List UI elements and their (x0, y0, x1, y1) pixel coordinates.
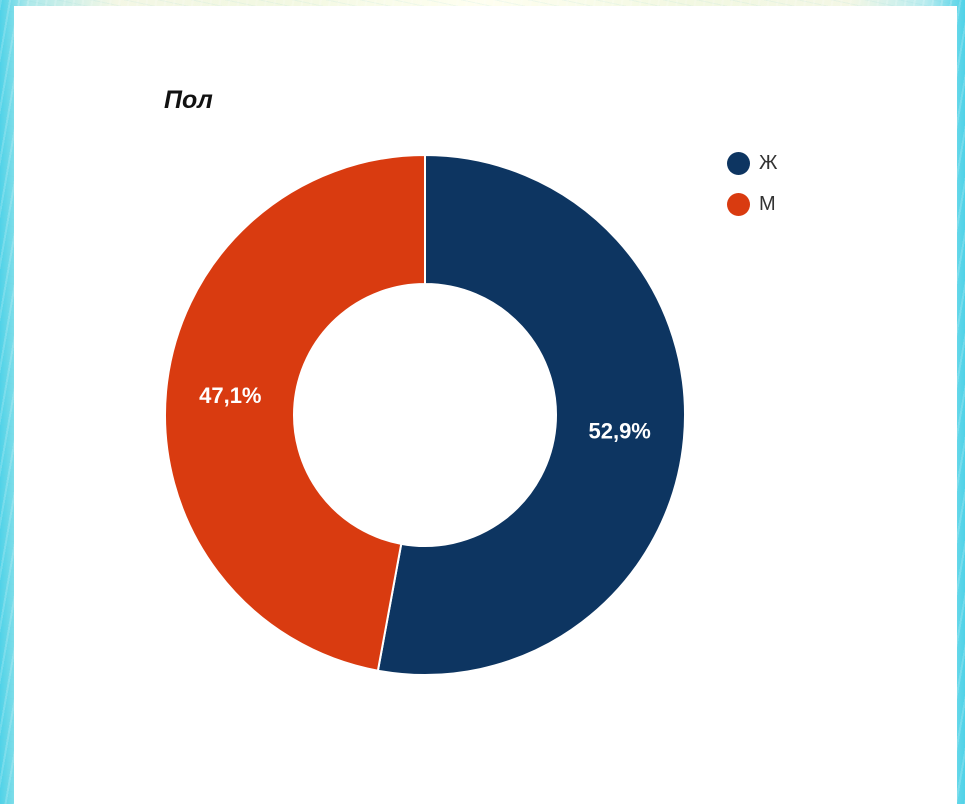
donut-chart: 52,9% 47,1% (164, 153, 686, 676)
donut-slice-zh[interactable] (376, 153, 686, 676)
donut-data-labels: 52,9% 47,1% (199, 383, 651, 444)
legend-label-zh: Ж (759, 151, 778, 174)
chart-title: Пол (164, 86, 213, 114)
data-label-m: 47,1% (199, 383, 261, 408)
legend-swatch-zh (727, 151, 750, 175)
legend-label-m: М (759, 192, 776, 215)
donut-slices (164, 153, 686, 676)
legend-swatch-m (727, 192, 750, 216)
legend-item-m[interactable]: М (727, 192, 847, 216)
donut-slice-m[interactable] (164, 153, 426, 672)
chart-card: Пол 52,9% 47,1% Ж М (14, 6, 957, 804)
data-label-zh: 52,9% (588, 419, 650, 444)
legend-item-zh[interactable]: Ж (727, 151, 847, 175)
legend: Ж М (727, 151, 847, 234)
